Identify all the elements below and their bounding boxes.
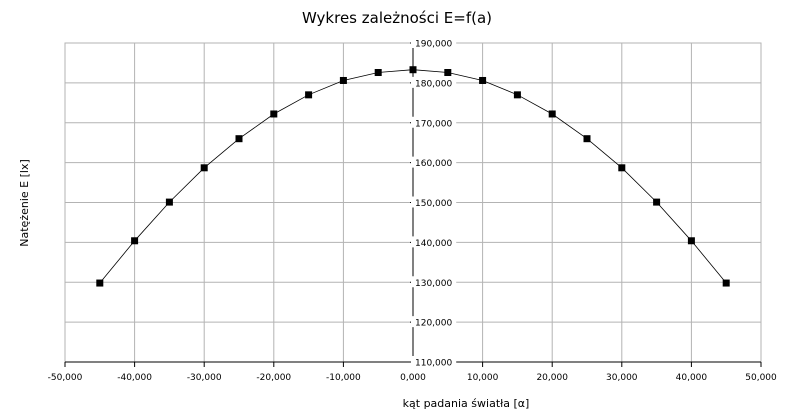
x-tick-label: 30,000 (606, 373, 638, 383)
x-tick-label: 40,000 (676, 373, 708, 383)
y-tick-label-bg (411, 236, 457, 248)
x-tick-label: -20,000 (256, 373, 291, 383)
x-tick-label: -30,000 (187, 373, 222, 383)
y-tick-label-bg (411, 276, 457, 288)
y-tick-label: 130,000 (415, 279, 452, 289)
chart-title: Wykres zależności E=f(a) (302, 9, 492, 27)
y-axis-label: Natężenie E [lx] (18, 159, 31, 246)
data-point (165, 198, 173, 206)
data-point (374, 69, 382, 77)
data-point (548, 110, 556, 118)
y-tick-label-bg (411, 316, 457, 328)
y-tick-label: 140,000 (415, 239, 452, 249)
x-tick-label: -40,000 (117, 373, 152, 383)
data-point (583, 135, 591, 143)
data-point (200, 164, 208, 172)
y-tick-labels: 110,000 120,000 130,000 140,000 150,000 160,0… (411, 37, 457, 369)
y-tick-label-bg (411, 37, 457, 48)
y-tick-label-bg (411, 196, 457, 208)
x-tick-label: -10,000 (326, 373, 361, 383)
data-point (444, 69, 452, 77)
x-tick-label: 20,000 (536, 373, 568, 383)
y-tick-label-bg (411, 116, 457, 128)
data-point (131, 237, 139, 245)
data-point (339, 76, 347, 84)
data-point (409, 66, 417, 74)
data-point (618, 164, 626, 172)
x-tick-label: 0,000 (400, 373, 426, 383)
y-tick-label-bg (411, 156, 457, 168)
x-tick-label: 50,000 (745, 373, 777, 383)
data-point (479, 76, 487, 84)
y-tick-label-bg (411, 356, 457, 367)
data-point (722, 279, 730, 287)
x-tick-labels: -50,000 -40,000 -30,000 -20,000 -10,000 0,000… (48, 373, 777, 383)
y-tick-label: 110,000 (415, 359, 452, 369)
x-axis-label: kąt padania światła [α] (403, 397, 530, 410)
series (96, 66, 730, 287)
x-tick-label: 10,000 (467, 373, 499, 383)
data-point (235, 135, 243, 143)
y-tick-label-bg (411, 76, 457, 88)
y-tick-label: 160,000 (415, 159, 452, 169)
data-point (270, 110, 278, 118)
y-tick-label: 180,000 (415, 79, 452, 89)
y-tick-label: 170,000 (415, 119, 452, 129)
y-tick-label: 190,000 (415, 40, 452, 50)
x-tick-label: -50,000 (48, 373, 83, 383)
data-point (653, 198, 661, 206)
data-point (513, 91, 521, 99)
data-point (305, 91, 313, 99)
data-point (687, 237, 695, 245)
data-point (96, 279, 104, 287)
y-tick-label: 120,000 (415, 319, 452, 329)
y-tick-label: 150,000 (415, 199, 452, 209)
